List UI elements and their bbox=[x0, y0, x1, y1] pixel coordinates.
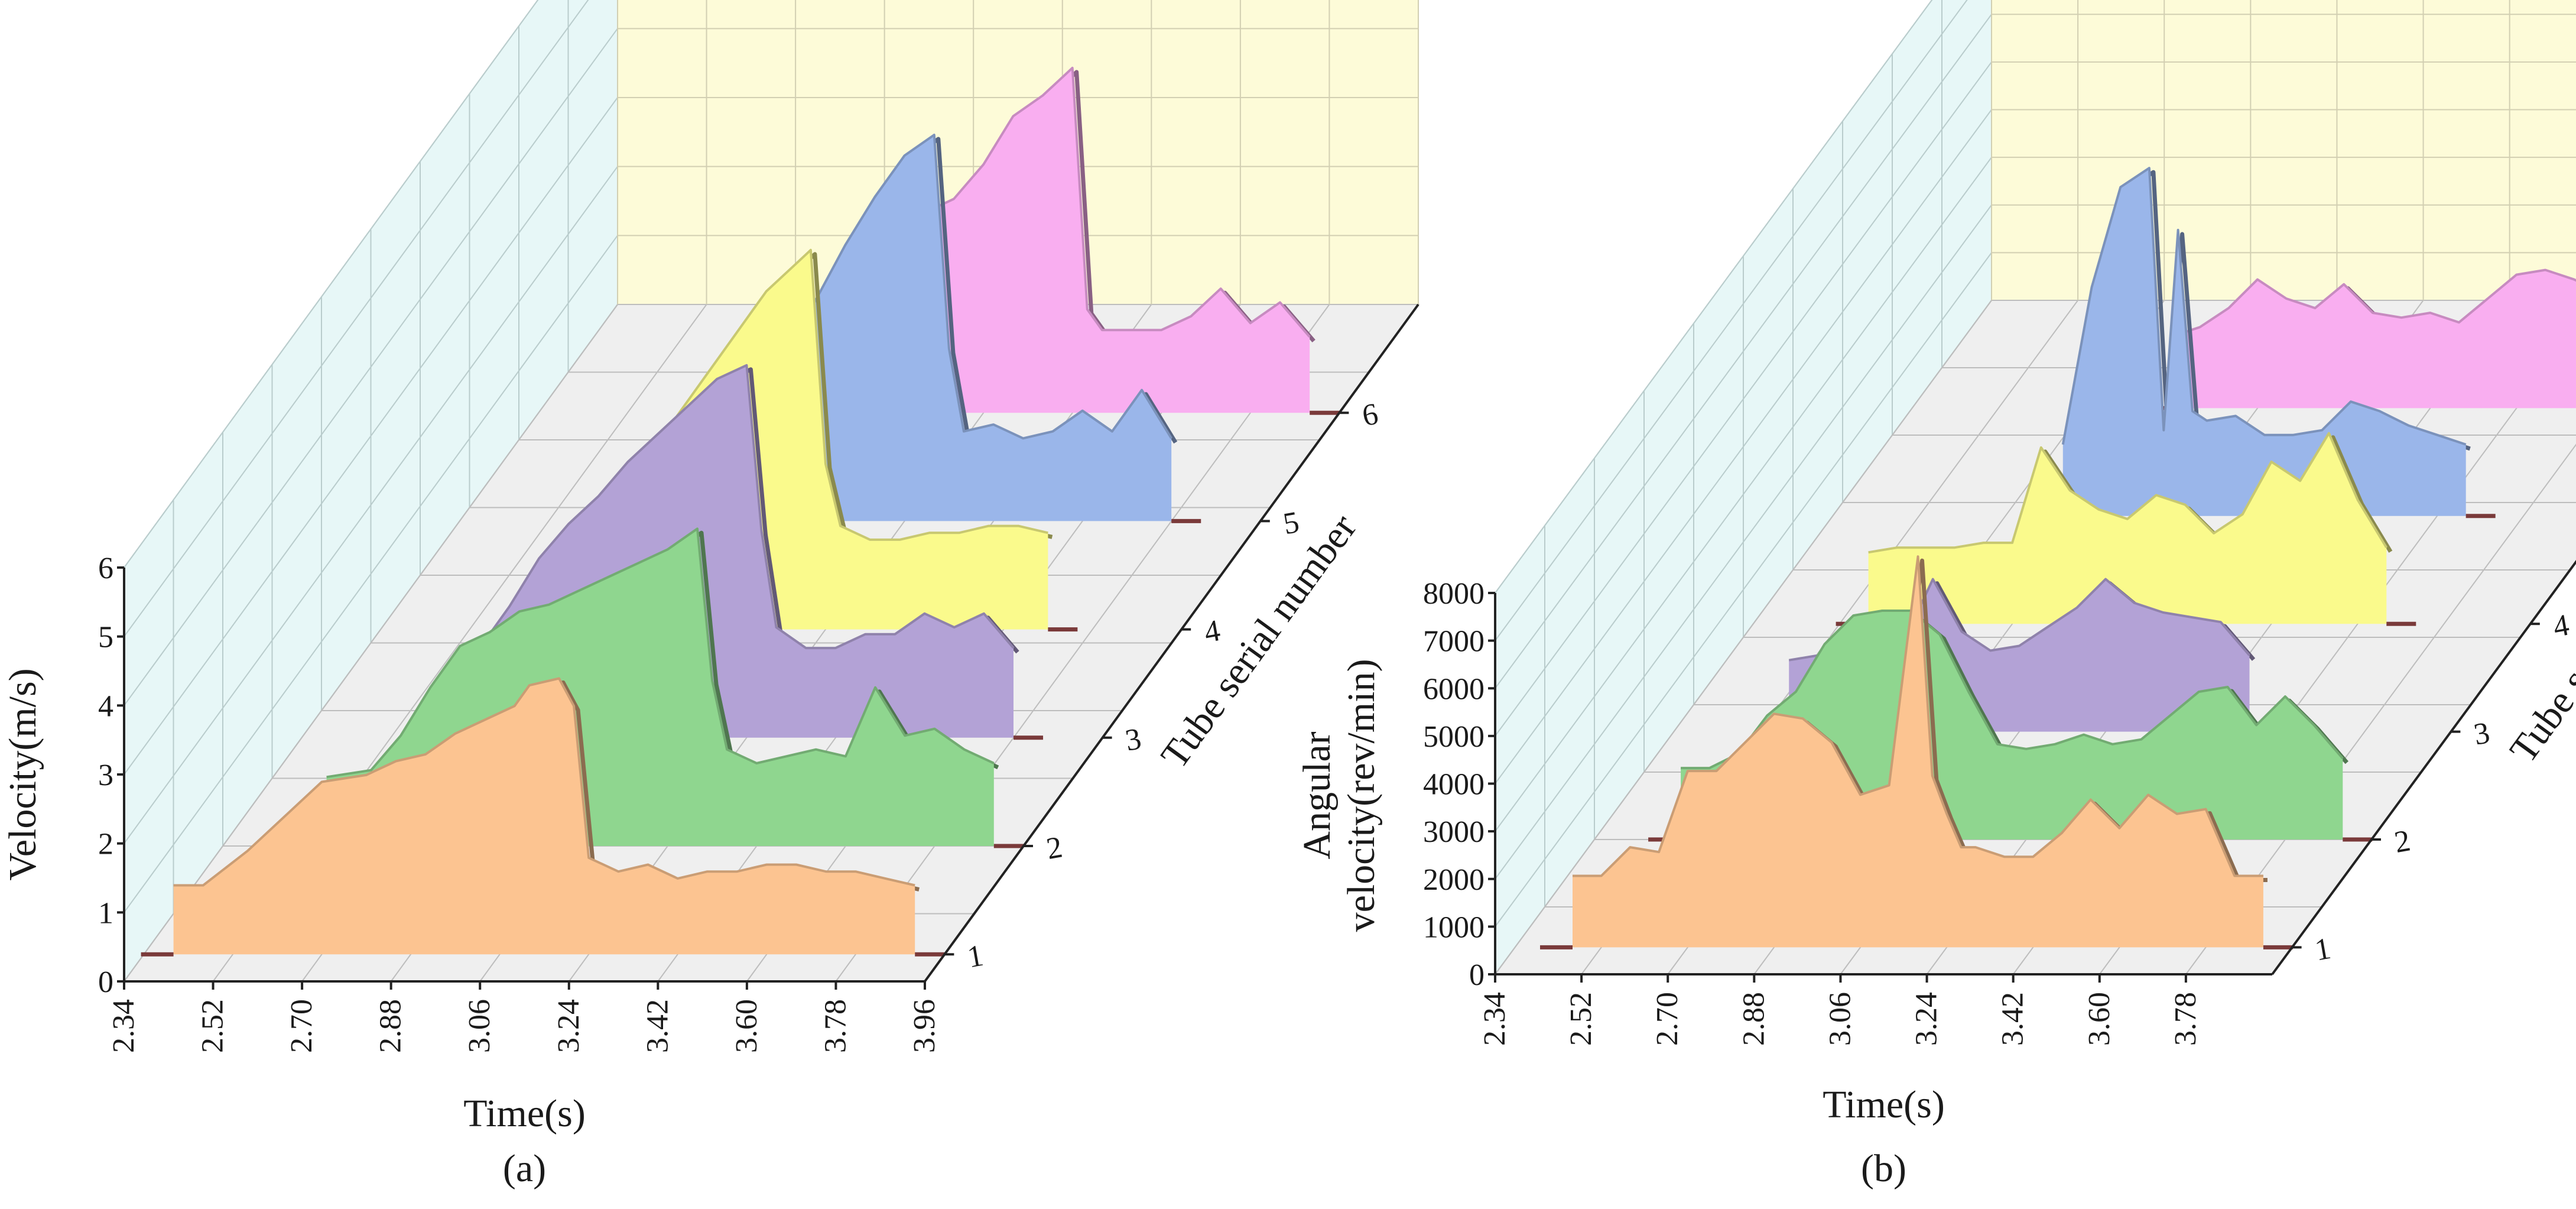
x-tick-label: 2.70 bbox=[285, 999, 319, 1053]
floor-gridline bbox=[1495, 300, 1992, 975]
z-tick-label: 3 bbox=[2471, 716, 2493, 752]
y-tick-label: 2 bbox=[98, 828, 113, 861]
z-axis-line bbox=[2271, 560, 2576, 975]
z-tick-label: 1 bbox=[965, 939, 986, 975]
y-tick-label: 4 bbox=[98, 689, 113, 723]
x-tick-label: 3.42 bbox=[1996, 992, 2030, 1046]
y-tick-label: 4000 bbox=[1423, 768, 1484, 802]
panel-a: 0 1 2 3 4 5 6 2.34 2.52 2.70 2.88 3.06 3.24 3.42 3.60 3… bbox=[1, 0, 1419, 1190]
panel-caption: (b) bbox=[1861, 1147, 1906, 1190]
y-tick-label: 7000 bbox=[1423, 625, 1484, 659]
y-tick-label: 2000 bbox=[1423, 863, 1484, 897]
floor-gridline bbox=[835, 304, 1330, 982]
z-tick-label: 5 bbox=[1281, 505, 1302, 542]
x-tick-label: 2.34 bbox=[1478, 992, 1512, 1046]
x-axis-title: Time(s) bbox=[463, 1092, 586, 1135]
x-tick-label: 3.24 bbox=[1910, 992, 1944, 1046]
series-5-area bbox=[726, 135, 1172, 521]
z-tick-label: 4 bbox=[2551, 608, 2572, 644]
x-tick-label: 3.60 bbox=[2083, 992, 2116, 1046]
series-1 bbox=[141, 677, 945, 957]
series-1-line bbox=[173, 677, 915, 887]
x-tick-label: 3.42 bbox=[641, 999, 674, 1053]
series-6-area bbox=[865, 67, 1310, 413]
z-axis-line bbox=[924, 303, 1419, 983]
x-tick-label: 2.88 bbox=[374, 999, 408, 1053]
series-2-line bbox=[1681, 610, 2344, 770]
series-1-area bbox=[173, 678, 915, 955]
y-tick-label: 3 bbox=[98, 759, 113, 792]
z-tick-label: 4 bbox=[1202, 614, 1223, 650]
series-6-area bbox=[2171, 270, 2576, 409]
floor-gridline bbox=[124, 304, 618, 982]
series-1 bbox=[1540, 555, 2293, 949]
series-5-area bbox=[2062, 168, 2466, 516]
y-axis-title-line1: Angular bbox=[1295, 731, 1339, 859]
series-1-area bbox=[1573, 556, 2263, 948]
y-tick-label: 1000 bbox=[1423, 910, 1484, 944]
z-tick-label: 2 bbox=[1044, 830, 1065, 866]
x-tick-label: 3.06 bbox=[463, 999, 496, 1053]
series-3-line bbox=[449, 364, 1015, 670]
series-2-line bbox=[326, 527, 995, 779]
series-4 bbox=[1836, 432, 2416, 626]
x-tick-label: 3.24 bbox=[552, 999, 586, 1053]
series-4-line bbox=[1868, 432, 2388, 554]
x-tick-label: 2.52 bbox=[1564, 992, 1598, 1046]
back-wall bbox=[1991, 0, 2576, 301]
x-tick-label: 2.34 bbox=[107, 999, 141, 1053]
x-tick-label: 3.06 bbox=[1823, 992, 1857, 1046]
x-tick-label: 3.78 bbox=[2169, 992, 2203, 1046]
x-tick-label: 3.96 bbox=[908, 999, 941, 1053]
y-tick-label: 0 bbox=[98, 965, 113, 999]
y-axis-title: Velocity(m/s) bbox=[1, 668, 44, 880]
floor-gridline bbox=[2185, 443, 2576, 975]
z-tick-label: 6 bbox=[1360, 397, 1381, 433]
y-tick-label: 5 bbox=[98, 621, 113, 654]
x-tick-label: 3.78 bbox=[818, 999, 852, 1053]
y-tick-label: 3000 bbox=[1423, 815, 1484, 849]
z-tick-label: 3 bbox=[1123, 722, 1144, 758]
z-tick-label: 1 bbox=[2312, 932, 2334, 968]
series-6-line bbox=[2171, 268, 2576, 338]
y-tick-label: 6 bbox=[98, 552, 113, 585]
series-1-line bbox=[1573, 555, 2263, 877]
z-tick-label: 2 bbox=[2392, 824, 2413, 860]
x-axis-title: Time(s) bbox=[1823, 1083, 1945, 1126]
y-tick-label: 1 bbox=[98, 896, 113, 930]
panel-caption: (a) bbox=[503, 1147, 546, 1190]
series-5-line bbox=[2061, 167, 2467, 446]
series-4-area bbox=[1868, 433, 2387, 624]
panel-b: 0 1000 2000 3000 4000 5000 6000 7000 8000 2.34 2.5… bbox=[1295, 0, 2576, 1190]
x-tick-label: 2.70 bbox=[1651, 992, 1684, 1046]
y-axis-title-line2: velocity(rev/min) bbox=[1340, 659, 1383, 932]
y-tick-label: 8000 bbox=[1423, 577, 1484, 611]
y-tick-label: 5000 bbox=[1423, 720, 1484, 754]
x-tick-label: 3.60 bbox=[730, 999, 764, 1053]
x-tick-label: 2.88 bbox=[1737, 992, 1771, 1046]
y-tick-label: 6000 bbox=[1423, 672, 1484, 706]
y-tick-label: 0 bbox=[1469, 958, 1484, 992]
x-tick-label: 2.52 bbox=[196, 999, 230, 1053]
